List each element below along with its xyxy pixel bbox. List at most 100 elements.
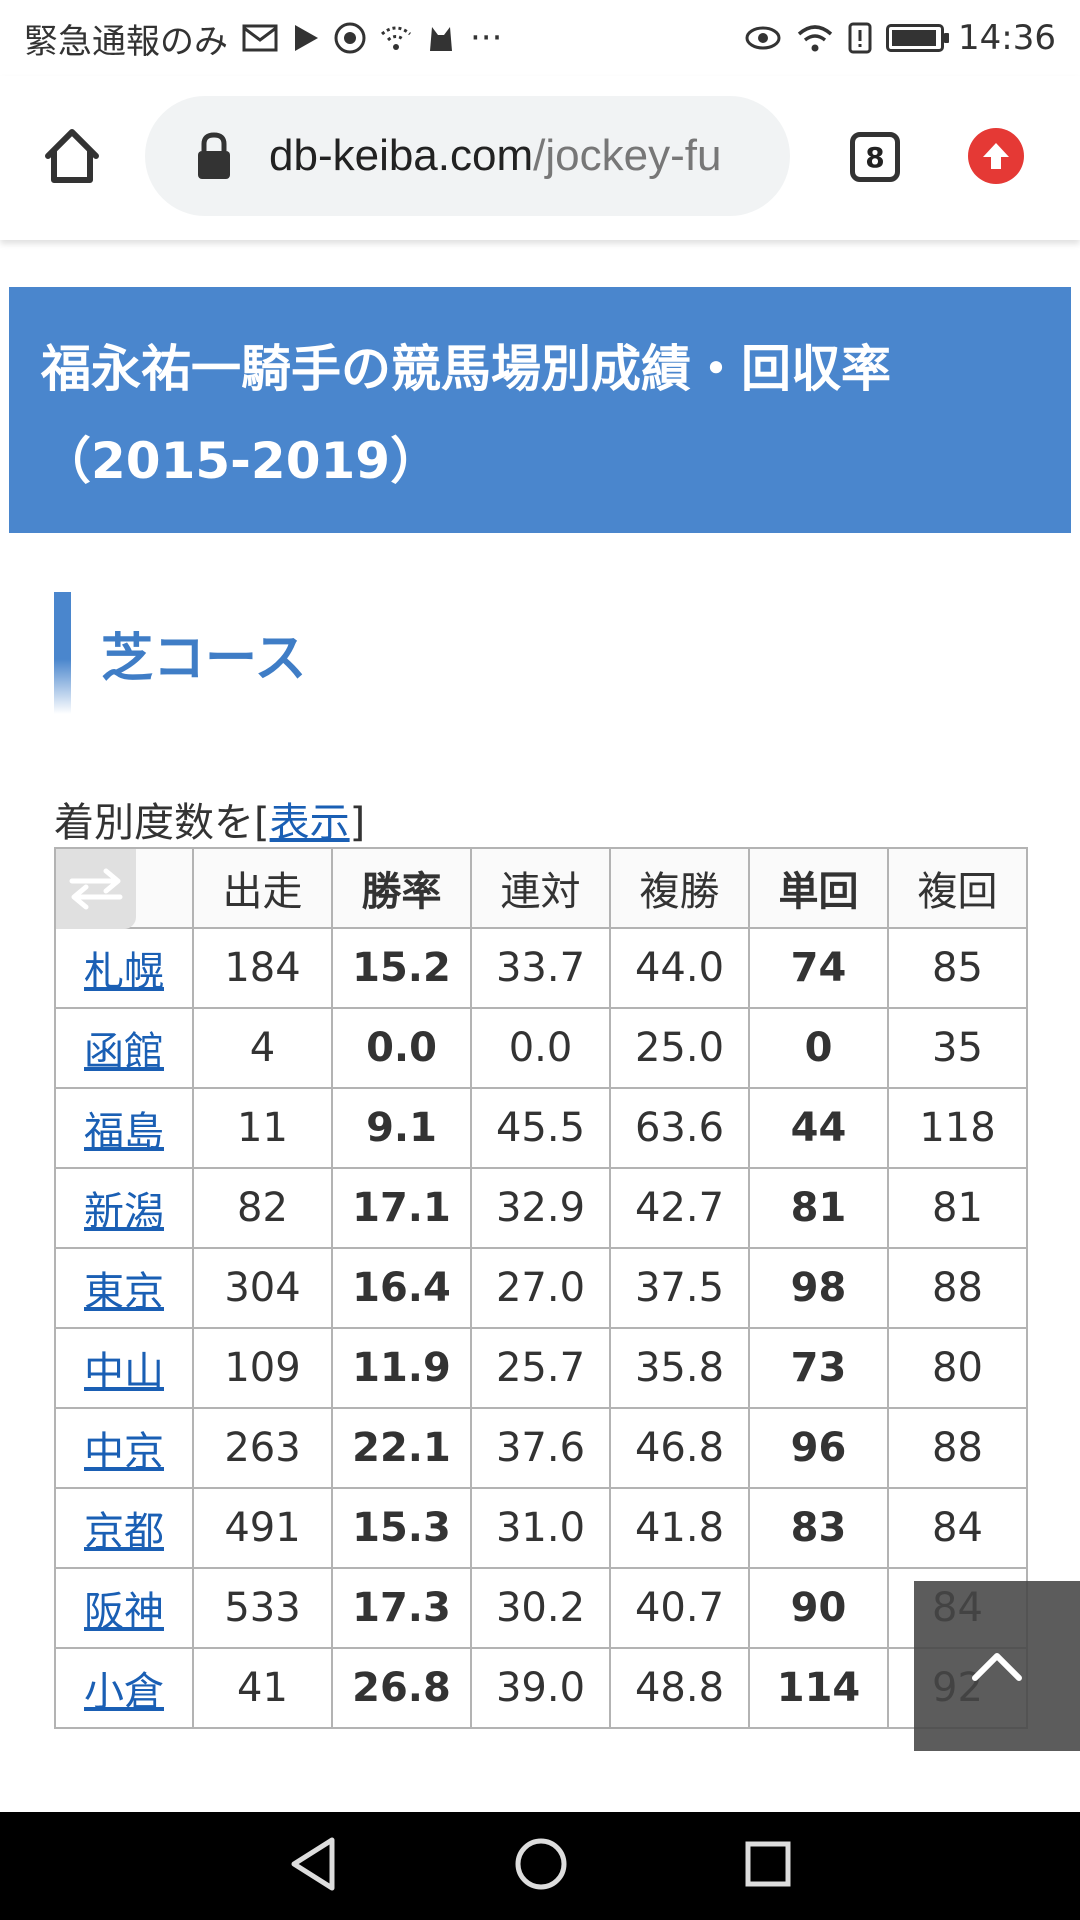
table-row: 中京 263 22.1 37.6 46.8 96 88 xyxy=(54,1407,1028,1489)
stat-cell: 44 xyxy=(748,1087,889,1169)
wifi-icon xyxy=(796,23,834,53)
stat-cell: 533 xyxy=(192,1567,333,1649)
browser-toolbar: db-keiba.com/jockey-fu 8 xyxy=(0,76,1080,240)
section-accent-bar xyxy=(54,592,71,714)
stat-cell: 83 xyxy=(748,1487,889,1569)
table-row: 中山 109 11.9 25.7 35.8 73 80 xyxy=(54,1327,1028,1409)
stat-cell: 9.1 xyxy=(331,1087,472,1169)
toggle-suffix: ] xyxy=(349,800,366,846)
stat-cell: 85 xyxy=(887,927,1028,1009)
venue-link[interactable]: 東京 xyxy=(84,1269,164,1315)
lock-icon xyxy=(198,132,230,179)
stat-cell: 44.0 xyxy=(609,927,750,1009)
table-body: 札幌 184 15.2 33.7 44.0 74 85 函館 4 0.0 0.0 25.0 0 35 福島 1… xyxy=(54,927,1028,1729)
venue-link[interactable]: 中京 xyxy=(84,1429,164,1475)
chevron-up-icon xyxy=(972,1653,1022,1681)
play-icon xyxy=(292,23,320,53)
stat-cell: 37.6 xyxy=(470,1407,611,1489)
venue-link[interactable]: 小倉 xyxy=(84,1669,164,1715)
stat-cell: 15.3 xyxy=(331,1487,472,1569)
stat-cell: 17.3 xyxy=(331,1567,472,1649)
wifi-off-icon xyxy=(380,24,412,52)
stat-cell: 263 xyxy=(192,1407,333,1489)
update-arrow-icon[interactable] xyxy=(968,128,1024,184)
venue-link[interactable]: 福島 xyxy=(84,1109,164,1155)
url-text: db-keiba.com/jockey-fu xyxy=(269,131,721,181)
venue-link[interactable]: 函館 xyxy=(84,1029,164,1075)
show-placings-link[interactable]: 表示 xyxy=(269,800,350,846)
system-nav-bar xyxy=(0,1812,1080,1920)
swap-arrows-icon[interactable] xyxy=(56,849,136,929)
header-place-return[interactable]: 複回 xyxy=(887,847,1028,929)
venue-cell: 札幌 xyxy=(54,927,194,1009)
eye-icon xyxy=(744,24,782,52)
recents-nav-icon[interactable] xyxy=(744,1840,792,1892)
stat-cell: 32.9 xyxy=(470,1167,611,1249)
venue-link[interactable]: 中山 xyxy=(84,1349,164,1395)
stat-cell: 84 xyxy=(887,1487,1028,1569)
home-nav-icon[interactable] xyxy=(514,1837,568,1895)
back-nav-icon[interactable] xyxy=(288,1836,338,1896)
mail-icon xyxy=(242,24,278,52)
stat-cell: 118 xyxy=(887,1087,1028,1169)
stats-table: 出走 勝率 連対 複勝 単回 複回 札幌 184 15.2 33.7 44.0 74 85 函… xyxy=(54,847,1028,1729)
battery-icon xyxy=(886,24,950,52)
stat-cell: 81 xyxy=(748,1167,889,1249)
stat-cell: 74 xyxy=(748,927,889,1009)
stat-cell: 80 xyxy=(887,1327,1028,1409)
placing-toggle: 着別度数を[表示] xyxy=(54,790,365,848)
stat-cell: 82 xyxy=(192,1167,333,1249)
stat-cell: 40.7 xyxy=(609,1567,750,1649)
header-starts[interactable]: 出走 xyxy=(192,847,333,929)
venue-cell: 東京 xyxy=(54,1247,194,1329)
header-top2-rate[interactable]: 連対 xyxy=(470,847,611,929)
address-bar[interactable]: db-keiba.com/jockey-fu xyxy=(145,96,790,216)
page-title: 福永祐一騎手の競馬場別成績・回収率 （2015-2019） xyxy=(9,287,1071,533)
stat-cell: 304 xyxy=(192,1247,333,1329)
stat-cell: 42.7 xyxy=(609,1167,750,1249)
stat-cell: 39.0 xyxy=(470,1647,611,1729)
stat-cell: 37.5 xyxy=(609,1247,750,1329)
venue-cell: 中山 xyxy=(54,1327,194,1409)
venue-cell: 函館 xyxy=(54,1007,194,1089)
stat-cell: 35.8 xyxy=(609,1327,750,1409)
header-top3-rate[interactable]: 複勝 xyxy=(609,847,750,929)
status-bar: 緊急通報のみ ··· 14:36 xyxy=(0,0,1080,76)
table-row: 新潟 82 17.1 32.9 42.7 81 81 xyxy=(54,1167,1028,1249)
app-icon xyxy=(334,22,366,54)
stat-cell: 25.7 xyxy=(470,1327,611,1409)
cat-icon xyxy=(426,23,456,53)
tab-count: 8 xyxy=(865,140,885,174)
table-row: 函館 4 0.0 0.0 25.0 0 35 xyxy=(54,1007,1028,1089)
stat-cell: 48.8 xyxy=(609,1647,750,1729)
tab-switcher-button[interactable]: 8 xyxy=(850,132,900,182)
page-title-line1: 福永祐一騎手の競馬場別成績・回収率 xyxy=(41,340,891,398)
venue-link[interactable]: 阪神 xyxy=(84,1589,164,1635)
venue-cell: 阪神 xyxy=(54,1567,194,1649)
swap-header-cell xyxy=(54,847,194,929)
back-to-top-button[interactable] xyxy=(914,1581,1080,1751)
section-heading: 芝コース xyxy=(54,592,306,714)
venue-link[interactable]: 新潟 xyxy=(84,1189,164,1235)
venue-link[interactable]: 札幌 xyxy=(84,949,164,995)
stat-cell: 4 xyxy=(192,1007,333,1089)
stat-cell: 98 xyxy=(748,1247,889,1329)
stat-cell: 184 xyxy=(192,927,333,1009)
stat-cell: 73 xyxy=(748,1327,889,1409)
header-win-rate[interactable]: 勝率 xyxy=(331,847,472,929)
stat-cell: 0.0 xyxy=(470,1007,611,1089)
stat-cell: 96 xyxy=(748,1407,889,1489)
header-win-return[interactable]: 単回 xyxy=(748,847,889,929)
section-title: 芝コース xyxy=(101,628,307,689)
stat-cell: 114 xyxy=(748,1647,889,1729)
table-row: 京都 491 15.3 31.0 41.8 83 84 xyxy=(54,1487,1028,1569)
stat-cell: 15.2 xyxy=(331,927,472,1009)
home-icon[interactable] xyxy=(40,124,104,188)
carrier-text: 緊急通報のみ xyxy=(24,21,228,62)
stat-cell: 81 xyxy=(887,1167,1028,1249)
venue-link[interactable]: 京都 xyxy=(84,1509,164,1555)
stat-cell: 22.1 xyxy=(331,1407,472,1489)
stat-cell: 35 xyxy=(887,1007,1028,1089)
